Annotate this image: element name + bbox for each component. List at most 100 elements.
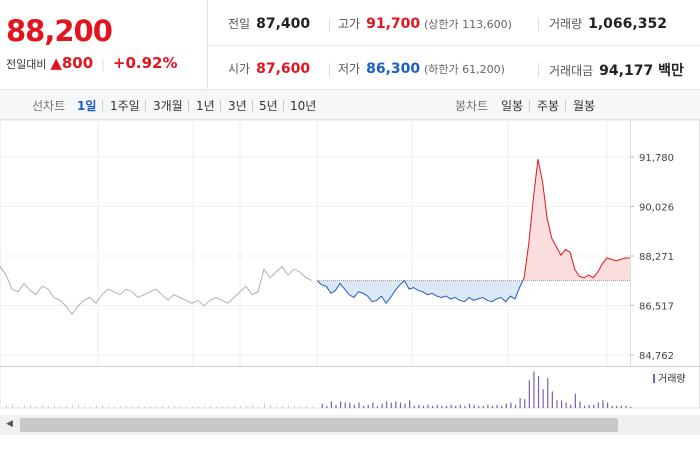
volume-bar [72, 405, 73, 408]
volume-bar [156, 406, 157, 408]
today-series-down [316, 280, 524, 304]
volume-bar [478, 405, 480, 408]
prev-close: 전일 87,400 [228, 15, 310, 32]
period-1y[interactable]: 1년 [196, 99, 215, 113]
change-pct: +0.92% [112, 54, 178, 72]
volume-bar [537, 375, 540, 408]
open-value: 87,600 [256, 61, 311, 77]
period-1w[interactable]: 1주일 [110, 99, 140, 113]
period-3m[interactable]: 3개월 [153, 99, 183, 113]
line-chart-label: 선차트 [32, 99, 66, 113]
volume-bar [120, 406, 121, 408]
volume-bar [505, 403, 507, 408]
price-box: 88,200 전일대비 ▲800 | +0.92% [0, 0, 208, 90]
volume-bar [90, 406, 91, 408]
candle-weekly[interactable]: 주봉 [537, 99, 560, 113]
volume-bar [60, 406, 61, 408]
volume-bar [276, 405, 277, 408]
volume-bar [204, 405, 205, 408]
chart-scrollbar[interactable]: ◀ [0, 415, 700, 435]
volume-bar [445, 405, 448, 408]
change-line: 전일대비 ▲800 | +0.92% [6, 54, 178, 72]
volume-bar [36, 406, 37, 408]
volume-bar [216, 406, 217, 408]
volume-bar [54, 405, 55, 408]
volume-legend-swatch [653, 374, 655, 383]
volume-bar [620, 405, 622, 408]
volume-bar [450, 404, 452, 408]
volume-bar [409, 400, 411, 408]
volume-bar [413, 405, 415, 408]
period-10y[interactable]: 10년 [290, 99, 317, 113]
volume-bar [390, 402, 392, 408]
volume-bar [570, 404, 572, 408]
volume-bar [606, 402, 609, 408]
change-label: 전일대비 [6, 58, 47, 71]
open-price: 시가 87,600 [228, 60, 310, 77]
volume-bar [192, 406, 193, 408]
volume-bar [473, 404, 475, 408]
volume-bar [300, 406, 301, 408]
candle-daily[interactable]: 일봉 [501, 99, 524, 113]
volume-bar [510, 402, 512, 408]
volume-bar [228, 406, 229, 408]
scroll-thumb[interactable] [20, 418, 618, 432]
volume-bar [560, 400, 563, 408]
volume-bar [464, 405, 466, 408]
y-tick-label: 88,271 [639, 252, 674, 263]
volume-bar [376, 405, 379, 408]
volume-bar [372, 402, 374, 408]
period-5y[interactable]: 5년 [259, 99, 278, 113]
volume-bar [482, 405, 484, 408]
scroll-left-icon[interactable]: ◀ [6, 419, 13, 429]
volume-bar [66, 405, 67, 408]
volume-bar [326, 405, 328, 408]
volume-bar [12, 403, 13, 408]
volume-bar [252, 405, 253, 408]
volume-bar [353, 404, 356, 408]
volume-bar [294, 405, 295, 408]
y-tick-label: 90,026 [639, 203, 674, 214]
volume-bar [330, 401, 333, 408]
volume-bar [132, 406, 133, 408]
volume-bar [501, 405, 503, 408]
volume-bar [611, 405, 613, 408]
volume-bar [496, 404, 498, 408]
volume-bar [583, 405, 586, 408]
volume-bar [399, 402, 402, 408]
volume-bar [524, 399, 526, 408]
prev-close-value: 87,400 [256, 16, 311, 32]
period-3y[interactable]: 3년 [228, 99, 247, 113]
volume-bar [574, 393, 576, 408]
volume-bar [602, 400, 604, 408]
volume-bar [18, 406, 19, 408]
high-value: 91,700 [366, 16, 421, 32]
low-value: 86,300 [366, 61, 421, 77]
volume-bar [344, 402, 346, 408]
volume-bar [533, 371, 535, 408]
volume-bar [487, 404, 489, 408]
volume-bar [186, 406, 187, 408]
volume-bar [126, 405, 127, 408]
lower-limit: (하한가 61,200) [423, 63, 505, 76]
volume-bar [422, 405, 425, 408]
volume-bar [138, 405, 139, 408]
trade-value: 거래대금 94,177 백만 [549, 60, 684, 80]
candle-monthly[interactable]: 월봉 [573, 99, 596, 113]
volume-bar [108, 405, 109, 408]
today-up-area [317, 159, 630, 281]
high-label: 고가 [338, 17, 361, 31]
volume-bar [84, 405, 85, 408]
volume-bar [78, 405, 79, 408]
y-tick-label: 84,762 [639, 351, 674, 362]
volume-bar [432, 405, 434, 408]
chart-toolbar: 선차트 1일 1주일 3개월 1년 3년 5년 10년 봉차트 일봉 주봉 월봉 [0, 90, 700, 120]
volume-bar [395, 401, 397, 408]
volume-bar [30, 405, 31, 408]
trade-value-value: 94,177 백만 [599, 63, 684, 79]
volume-bar [381, 403, 383, 408]
prev-day-series [0, 265, 313, 316]
volume-bar [102, 405, 103, 408]
period-1d[interactable]: 1일 [77, 99, 97, 113]
volume-bar [150, 406, 151, 408]
